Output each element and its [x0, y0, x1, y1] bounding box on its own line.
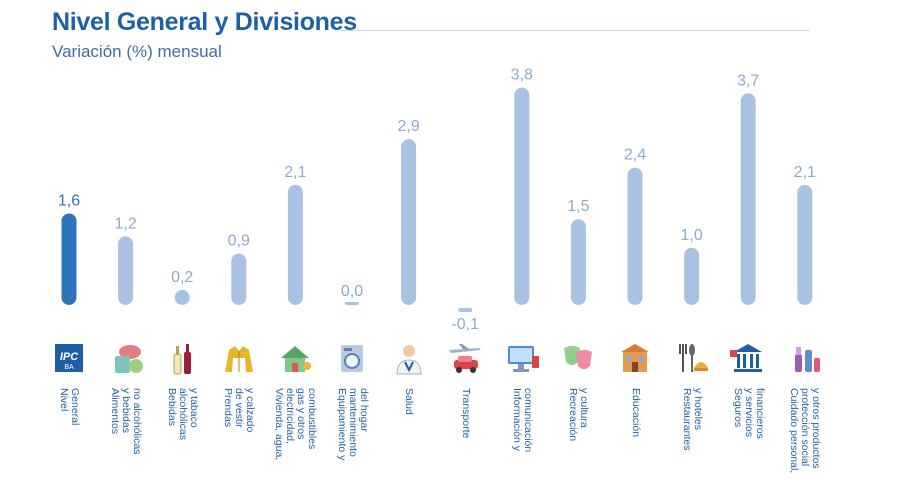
value-label-prendas-de-vestir-y-calzado: 0,9 [228, 233, 250, 250]
value-label-salud: 2,9 [397, 118, 419, 135]
category-label-informacion-y-comunicacion-line-2: comunicación [521, 388, 534, 453]
value-label-informacion-y-comunicacion: 3,8 [511, 67, 533, 84]
value-label-equipamiento-y-mantenimiento-del-hogar: 0,0 [341, 283, 363, 300]
bar-transporte [458, 308, 473, 312]
ipc-logo-icon: IPC BA [49, 338, 89, 378]
value-label-restaurantes-y-hoteles: 1,0 [680, 227, 702, 244]
value-label-recreacion-y-cultura: 1,5 [567, 198, 589, 215]
jacket-icon [219, 338, 259, 378]
value-label-educacion: 2,4 [624, 147, 646, 164]
bar-prendas-de-vestir-y-calzado [231, 253, 247, 305]
computer-icon [502, 338, 542, 378]
category-label-educacion-line-1: Educación [629, 388, 642, 438]
value-label-bebidas-alcoholicas-y-tabaco: 0,2 [171, 269, 193, 286]
category-label-bebidas-alcoholicas-y-tabaco-line-3: y tabaco [187, 388, 200, 428]
car-plane-icon [445, 338, 485, 378]
svg-text:BA: BA [64, 364, 74, 371]
bar-bebidas-alcoholicas-y-tabaco [174, 290, 190, 305]
doctor-icon [389, 338, 429, 378]
category-label-vivienda-agua-electricidad-gas-y-otros-combustibles-line-4: combustibles [306, 388, 319, 450]
bar-vivienda-agua-electricidad-gas-y-otros-combustibles [287, 184, 303, 305]
value-label-vivienda-agua-electricidad-gas-y-otros-combustibles: 2,1 [284, 164, 306, 181]
cutlery-icon [672, 338, 712, 378]
bar-alimentos-y-bebidas-no-alcoholicas [118, 236, 134, 305]
bottles-icon [162, 338, 202, 378]
cosmetics-icon [785, 338, 825, 378]
chart-title: Nivel General y Divisiones [52, 8, 357, 36]
bar-seguros-y-servicios-financieros [740, 93, 756, 305]
category-label-nivel-general-line-2: General [69, 388, 81, 426]
theater-masks-icon [558, 338, 598, 378]
bar-nivel-general [61, 213, 77, 305]
value-label-cuidado-personal-proteccion-social-y-otros-productos: 2,1 [794, 164, 816, 181]
value-label-nivel-general: 1,6 [58, 192, 80, 209]
bar-informacion-y-comunicacion [514, 87, 530, 305]
washing-machine-icon [332, 338, 372, 378]
category-label-cuidado-personal-proteccion-social-y-otros-productos-line-3: y otros productos [810, 388, 823, 469]
svg-text:IPC: IPC [60, 351, 79, 363]
bar-salud [401, 139, 417, 305]
title-divider [340, 30, 810, 31]
bank-icon [728, 338, 768, 378]
bar-recreacion-y-cultura [570, 219, 586, 305]
category-label-salud-line-1: Salud [403, 388, 416, 415]
value-label-alimentos-y-bebidas-no-alcoholicas: 1,2 [114, 215, 136, 232]
bar-educacion [627, 167, 643, 305]
category-label-restaurantes-y-hoteles-line-2: y hoteles [691, 388, 704, 431]
bar-equipamiento-y-mantenimiento-del-hogar [345, 302, 359, 305]
food-icon [106, 338, 146, 378]
value-label-transporte: -0,1 [451, 316, 479, 333]
category-label-equipamiento-y-mantenimiento-del-hogar-line-3: del hogar [357, 388, 370, 432]
value-label-seguros-y-servicios-financieros: 3,7 [737, 72, 759, 89]
category-label-alimentos-y-bebidas-no-alcoholicas-line-3: no alcohólicas [131, 388, 144, 455]
bar-cuidado-personal-proteccion-social-y-otros-productos [797, 184, 813, 305]
house-icon [275, 338, 315, 378]
category-label-transporte-line-1: Transporte [459, 388, 472, 439]
chart-subtitle: Variación (%) mensual [52, 42, 222, 61]
school-icon [615, 338, 655, 378]
bar-restaurantes-y-hoteles [684, 247, 700, 305]
category-label-recreacion-y-cultura-line-2: y cultura [578, 388, 591, 428]
category-label-seguros-y-servicios-financieros-line-3: financieros [753, 388, 766, 439]
category-label-prendas-de-vestir-y-calzado-line-3: y calzado [244, 388, 257, 433]
